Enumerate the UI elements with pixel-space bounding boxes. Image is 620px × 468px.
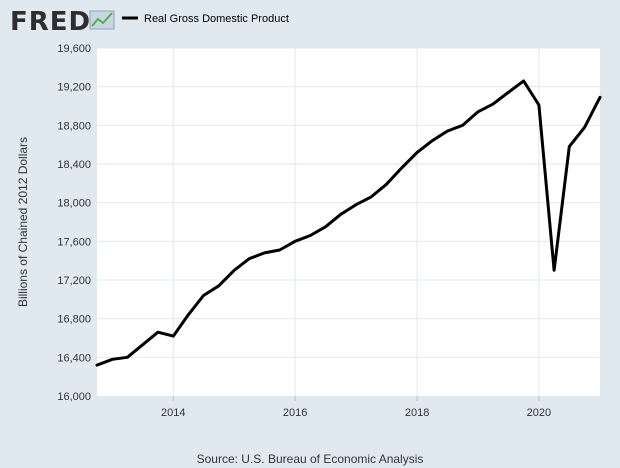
data-point[interactable] xyxy=(258,247,270,259)
data-point[interactable] xyxy=(533,99,545,111)
y-tick-label: 19,200 xyxy=(57,82,91,94)
y-tick-label: 18,000 xyxy=(57,198,91,210)
x-axis: 2014 2016 2018 2020 xyxy=(161,396,551,419)
data-point[interactable] xyxy=(213,280,225,292)
data-point[interactable] xyxy=(472,106,484,118)
data-point[interactable] xyxy=(518,75,530,87)
data-point[interactable] xyxy=(350,199,362,211)
data-point[interactable] xyxy=(121,351,133,363)
fred-logo-text: FRED xyxy=(10,7,91,37)
y-tick-label: 19,600 xyxy=(57,43,91,55)
data-point[interactable] xyxy=(411,146,423,158)
gridlines xyxy=(97,47,600,396)
data-point[interactable] xyxy=(426,135,438,147)
data-point[interactable] xyxy=(182,309,194,321)
chart-legend: Real Gross Domestic Product xyxy=(122,13,289,25)
source-label: Source: U.S. Bureau of Economic Analysis xyxy=(197,452,424,466)
x-tick-label: 2020 xyxy=(527,407,551,419)
y-tick-label: 18,800 xyxy=(57,120,91,132)
data-point[interactable] xyxy=(335,208,347,220)
data-point[interactable] xyxy=(243,253,255,265)
data-point[interactable] xyxy=(152,326,164,338)
y-tick-label: 17,600 xyxy=(57,236,91,248)
y-tick-label: 16,400 xyxy=(57,352,91,364)
data-point[interactable] xyxy=(441,125,453,137)
data-point[interactable] xyxy=(106,353,118,365)
data-point[interactable] xyxy=(289,235,301,247)
y-tick-label: 18,400 xyxy=(57,159,91,171)
y-tick-label: 16,800 xyxy=(57,314,91,326)
legend-label: Real Gross Domestic Product xyxy=(144,13,289,25)
data-point[interactable] xyxy=(457,119,469,131)
y-tick-label: 16,000 xyxy=(57,391,91,403)
x-tick-label: 2016 xyxy=(283,407,307,419)
data-point[interactable] xyxy=(365,191,377,203)
x-tick-label: 2014 xyxy=(161,407,185,419)
chart-line-icon xyxy=(89,10,115,30)
data-point[interactable] xyxy=(487,98,499,110)
data-point[interactable] xyxy=(304,230,316,242)
plot-area xyxy=(97,48,600,396)
data-point[interactable] xyxy=(563,141,575,153)
y-tick-label: 17,200 xyxy=(57,275,91,287)
series-layer xyxy=(91,75,606,371)
data-point[interactable] xyxy=(502,87,514,99)
data-point[interactable] xyxy=(228,264,240,276)
y-axis: 16,000 16,400 16,800 17,200 17,600 18,000 18,4… xyxy=(57,43,91,403)
data-point[interactable] xyxy=(396,162,408,174)
data-point[interactable] xyxy=(167,330,179,342)
data-point[interactable] xyxy=(594,91,606,103)
data-point[interactable] xyxy=(380,178,392,190)
x-tick-label: 2018 xyxy=(405,407,429,419)
fred-logo[interactable]: FRED xyxy=(10,7,115,37)
data-point[interactable] xyxy=(274,244,286,256)
data-point[interactable] xyxy=(548,264,560,276)
data-point[interactable] xyxy=(137,339,149,351)
data-point[interactable] xyxy=(320,221,332,233)
y-axis-title: Billions of Chained 2012 Dollars xyxy=(16,137,30,307)
data-point[interactable] xyxy=(198,290,210,302)
series-line-real-gdp xyxy=(95,79,602,367)
data-point[interactable] xyxy=(91,359,103,371)
data-point[interactable] xyxy=(579,121,591,133)
